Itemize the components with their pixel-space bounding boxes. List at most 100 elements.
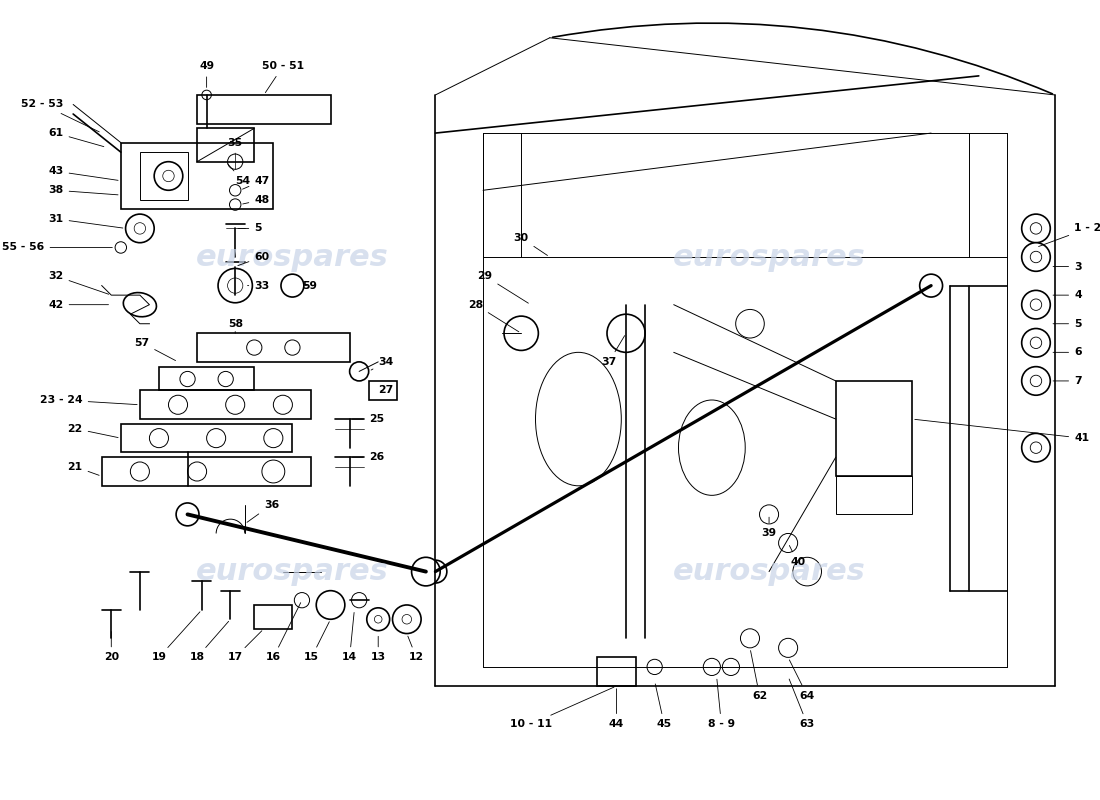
Circle shape xyxy=(134,222,145,234)
Bar xyxy=(140,152,187,200)
Text: 35: 35 xyxy=(228,138,243,154)
Bar xyxy=(597,658,636,686)
Text: 25: 25 xyxy=(352,414,384,424)
Text: 43: 43 xyxy=(48,166,118,180)
Text: 6: 6 xyxy=(1053,347,1081,358)
Bar xyxy=(197,334,350,362)
Text: 52 - 53: 52 - 53 xyxy=(21,99,99,132)
Text: 5: 5 xyxy=(1053,318,1081,329)
Circle shape xyxy=(1031,375,1042,386)
Circle shape xyxy=(176,503,199,526)
Text: 40: 40 xyxy=(790,546,805,567)
Circle shape xyxy=(1022,434,1050,462)
Text: 34: 34 xyxy=(371,357,394,370)
Text: 19: 19 xyxy=(152,612,200,662)
Text: eurospares: eurospares xyxy=(673,242,866,271)
Text: 27: 27 xyxy=(378,386,394,395)
Text: 17: 17 xyxy=(228,630,262,662)
Bar xyxy=(158,366,254,390)
Text: 33: 33 xyxy=(248,281,270,290)
Circle shape xyxy=(1022,290,1050,319)
Text: 16: 16 xyxy=(266,602,300,662)
Text: 3: 3 xyxy=(1053,262,1081,271)
Text: 49: 49 xyxy=(199,62,214,87)
Text: 23 - 24: 23 - 24 xyxy=(40,395,138,405)
Circle shape xyxy=(1022,329,1050,357)
Text: 64: 64 xyxy=(790,660,815,701)
Circle shape xyxy=(262,460,285,483)
Circle shape xyxy=(411,558,440,586)
Text: eurospares: eurospares xyxy=(673,557,866,586)
Circle shape xyxy=(1031,299,1042,310)
Text: 14: 14 xyxy=(342,613,358,662)
Text: 21: 21 xyxy=(67,462,99,475)
Text: 45: 45 xyxy=(656,684,672,729)
Text: 30: 30 xyxy=(514,233,548,255)
Text: 47: 47 xyxy=(242,176,270,189)
Text: 15: 15 xyxy=(304,622,329,662)
Text: 29: 29 xyxy=(477,271,528,303)
Circle shape xyxy=(280,274,304,297)
Text: 63: 63 xyxy=(789,679,815,729)
Text: eurospares: eurospares xyxy=(196,242,388,271)
Text: 36: 36 xyxy=(248,500,279,522)
Circle shape xyxy=(393,605,421,634)
Text: eurospares: eurospares xyxy=(196,557,388,586)
Bar xyxy=(197,95,330,123)
Text: 62: 62 xyxy=(750,650,767,701)
Text: 4: 4 xyxy=(1053,290,1081,300)
Text: 26: 26 xyxy=(352,452,384,462)
Text: 60: 60 xyxy=(238,252,270,266)
Text: 57: 57 xyxy=(134,338,176,361)
Text: 1 - 2: 1 - 2 xyxy=(1038,223,1100,246)
Text: 31: 31 xyxy=(48,214,123,228)
Bar xyxy=(836,476,912,514)
Bar xyxy=(102,457,311,486)
Bar xyxy=(254,605,293,629)
Bar xyxy=(197,128,254,162)
Text: 41: 41 xyxy=(915,419,1089,443)
Text: 18: 18 xyxy=(189,622,229,662)
Circle shape xyxy=(1031,442,1042,454)
Circle shape xyxy=(374,615,382,623)
Circle shape xyxy=(1031,337,1042,349)
Circle shape xyxy=(366,608,389,630)
Circle shape xyxy=(1031,251,1042,262)
Text: 55 - 56: 55 - 56 xyxy=(2,242,112,253)
Circle shape xyxy=(402,614,411,624)
Text: 37: 37 xyxy=(602,336,625,367)
Bar xyxy=(121,142,273,210)
Circle shape xyxy=(1031,222,1042,234)
Text: 48: 48 xyxy=(243,195,270,205)
Text: 5: 5 xyxy=(238,223,262,234)
Text: 42: 42 xyxy=(48,300,109,310)
Text: 22: 22 xyxy=(67,423,118,438)
Text: 58: 58 xyxy=(228,318,243,334)
Circle shape xyxy=(1022,242,1050,271)
Text: 50 - 51: 50 - 51 xyxy=(262,62,304,93)
Text: 32: 32 xyxy=(48,271,109,294)
Text: 7: 7 xyxy=(1053,376,1081,386)
Text: 44: 44 xyxy=(609,689,624,729)
Text: 8 - 9: 8 - 9 xyxy=(707,679,735,729)
Circle shape xyxy=(154,162,183,190)
Text: 61: 61 xyxy=(48,128,103,146)
Text: 20: 20 xyxy=(103,631,119,662)
Text: 39: 39 xyxy=(761,517,777,538)
Circle shape xyxy=(218,269,252,302)
Bar xyxy=(836,381,912,476)
Circle shape xyxy=(504,316,538,350)
Circle shape xyxy=(1022,214,1050,242)
Text: 10 - 11: 10 - 11 xyxy=(509,687,614,729)
Circle shape xyxy=(228,278,243,294)
Text: 59: 59 xyxy=(301,281,317,290)
Bar xyxy=(368,381,397,400)
Bar xyxy=(140,390,311,419)
Circle shape xyxy=(125,214,154,242)
Text: 12: 12 xyxy=(408,636,424,662)
Circle shape xyxy=(1022,366,1050,395)
Text: 13: 13 xyxy=(371,636,386,662)
Text: 28: 28 xyxy=(468,300,519,332)
Text: 38: 38 xyxy=(48,186,118,195)
Text: 54: 54 xyxy=(228,164,251,186)
